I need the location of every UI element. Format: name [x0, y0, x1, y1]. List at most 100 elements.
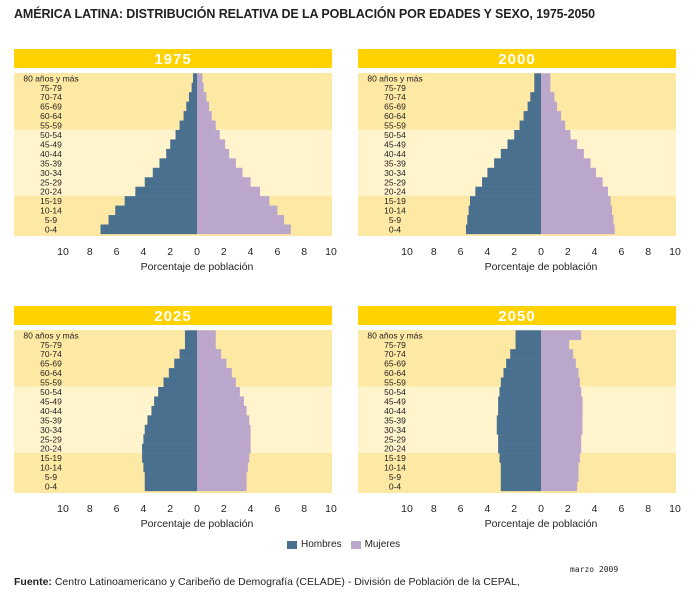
chart-0-bar-men-3 — [186, 101, 197, 112]
chart-3-age-label-16: 0-4 — [389, 482, 402, 492]
chart-3-age-label-8: 40-44 — [384, 406, 406, 416]
chart-1-bar-men-11 — [482, 177, 541, 187]
chart-1-bar-men-1 — [534, 82, 541, 93]
chart-1-xtick-6: 2 — [565, 246, 571, 258]
chart-1-xtick-10: 10 — [669, 246, 681, 258]
chart-0-header — [14, 49, 332, 68]
chart-2-bar-women-4 — [197, 368, 232, 378]
chart-2-bar-men-0 — [184, 330, 197, 340]
chart-2-bar-men-2 — [179, 349, 197, 359]
chart-1-bar-women-3 — [541, 101, 558, 112]
source-note: Fuente: Centro Latinoamericano y Caribeñ… — [14, 576, 520, 588]
chart-0-xtick-7: 4 — [248, 246, 254, 258]
chart-1-bar-women-11 — [541, 177, 603, 187]
chart-1-xtick-4: 2 — [511, 246, 517, 258]
chart-2-xlabel: Porcentaje de población — [141, 518, 254, 530]
chart-1-header — [358, 49, 676, 68]
chart-1-age-label-0: 80 años y más — [367, 73, 422, 83]
chart-0-xtick-2: 6 — [114, 246, 120, 258]
chart-3-xtick-8: 6 — [618, 503, 624, 515]
legend-label-women: Mujeres — [364, 539, 401, 550]
chart-3-age-label-1: 75-79 — [384, 340, 406, 350]
chart-0-xtick-4: 2 — [167, 246, 173, 258]
chart-2-bar-men-9 — [147, 415, 197, 425]
chart-3-xtick-0: 10 — [401, 503, 413, 515]
chart-1-age-label-10: 30-34 — [384, 168, 406, 178]
chart-0-xtick-6: 2 — [221, 246, 227, 258]
chart-3-age-label-15: 5-9 — [389, 472, 402, 482]
chart-0-bar-women-13 — [197, 196, 270, 206]
chart-0-age-label-16: 0-4 — [45, 225, 58, 235]
chart-2-bar-women-2 — [197, 349, 222, 359]
chart-1-bar-men-15 — [467, 215, 541, 225]
chart-2-bar-men-5 — [163, 377, 197, 388]
chart-3-age-label-12: 20-24 — [384, 444, 406, 454]
chart-1-xtick-0: 10 — [401, 246, 413, 258]
chart-1-bar-women-2 — [541, 92, 555, 102]
chart-2-xtick-10: 10 — [325, 503, 337, 515]
chart-0-xlabel: Porcentaje de población — [141, 261, 254, 273]
chart-3-bar-men-14 — [500, 462, 541, 473]
chart-1-bar-men-0 — [534, 73, 541, 83]
chart-0-bar-women-4 — [197, 111, 212, 121]
chart-2-bar-women-15 — [197, 472, 247, 482]
chart-3-bar-women-11 — [541, 434, 582, 444]
chart-1-bar-men-8 — [500, 148, 541, 159]
chart-2-bar-women-8 — [197, 405, 247, 416]
chart-1-bar-men-16 — [465, 224, 541, 235]
chart-2-age-label-4: 60-64 — [40, 368, 62, 378]
chart-1-bar-men-7 — [507, 139, 541, 150]
chart-2-xtick-2: 6 — [114, 503, 120, 515]
chart-1-bar-women-13 — [541, 196, 611, 206]
chart-0-xtick-3: 4 — [140, 246, 146, 258]
chart-0-age-label-13: 15-19 — [40, 196, 62, 206]
chart-3-bar-women-15 — [541, 472, 579, 482]
chart-1-age-label-5: 55-59 — [384, 121, 406, 131]
chart-0-bar-men-4 — [183, 111, 197, 121]
chart-1-age-label-4: 60-64 — [384, 111, 406, 121]
chart-3-age-label-11: 25-29 — [384, 434, 406, 444]
chart-0-bar-women-11 — [197, 177, 251, 187]
chart-0-bar-men-5 — [179, 120, 197, 131]
chart-3-age-label-13: 15-19 — [384, 453, 406, 463]
chart-1-age-label-11: 25-29 — [384, 177, 406, 187]
chart-0-age-label-3: 65-69 — [40, 102, 62, 112]
chart-0-bar-women-15 — [197, 215, 285, 225]
chart-0-bar-women-7 — [197, 139, 226, 150]
chart-2-bar-women-7 — [197, 396, 244, 407]
chart-2-bar-women-3 — [197, 358, 227, 369]
chart-0-bar-women-3 — [197, 101, 210, 112]
chart-1-bar-men-4 — [523, 111, 541, 121]
chart-1-band-old — [358, 73, 676, 130]
chart-0-xtick-1: 8 — [87, 246, 93, 258]
chart-2-header — [14, 306, 332, 325]
chart-2-bar-men-1 — [184, 339, 197, 350]
chart-2-bar-men-14 — [143, 462, 197, 473]
chart-1-bar-women-14 — [541, 205, 613, 216]
chart-3-bar-women-14 — [541, 462, 579, 473]
chart-3-age-label-2: 70-74 — [384, 349, 406, 359]
chart-0-age-label-12: 20-24 — [40, 187, 62, 197]
chart-0-bar-women-9 — [197, 158, 236, 168]
chart-0-title: 1975 — [154, 51, 191, 68]
chart-1-age-label-14: 10-14 — [384, 206, 406, 216]
chart-2-bar-men-10 — [144, 424, 197, 435]
chart-2-bar-men-15 — [144, 472, 197, 482]
chart-0-bar-men-11 — [144, 177, 197, 187]
chart-2-bar-men-13 — [142, 453, 197, 463]
chart-2-bar-men-11 — [143, 434, 197, 444]
chart-1-bar-women-1 — [541, 82, 551, 93]
chart-2-bar-men-12 — [142, 443, 197, 454]
chart-0-bar-men-0 — [192, 73, 197, 83]
chart-0-xtick-8: 6 — [274, 246, 280, 258]
chart-2-age-label-5: 55-59 — [40, 378, 62, 388]
chart-3-bar-women-2 — [541, 349, 574, 359]
chart-1-bar-men-12 — [475, 186, 541, 197]
chart-1-xtick-8: 6 — [618, 246, 624, 258]
chart-0-bar-men-12 — [135, 186, 197, 197]
chart-3-age-label-3: 65-69 — [384, 359, 406, 369]
chart-0-age-label-7: 45-49 — [40, 139, 62, 149]
chart-2-xtick-0: 10 — [57, 503, 69, 515]
chart-3-title: 2050 — [498, 308, 535, 325]
